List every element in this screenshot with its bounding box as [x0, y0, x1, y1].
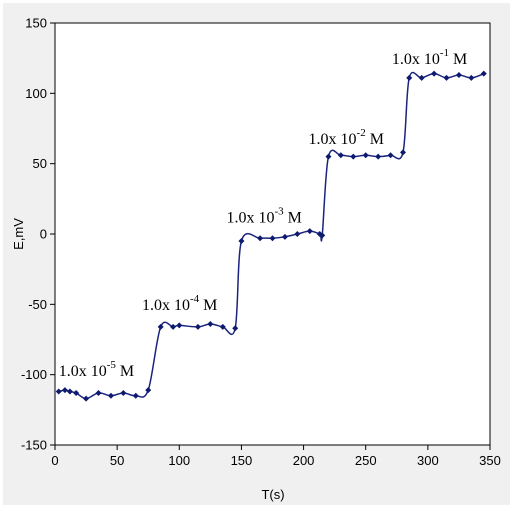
data-point [400, 149, 406, 156]
data-point [319, 232, 326, 239]
concentration-label: 1.0x 10-2 M [309, 127, 384, 148]
data-point [157, 323, 164, 330]
data-point [431, 70, 438, 77]
data-point [55, 388, 62, 395]
y-tick-label: -100 [21, 367, 47, 382]
data-point [207, 321, 214, 328]
x-tick-label: 350 [479, 453, 501, 468]
data-point [443, 74, 450, 81]
y-tick-label: 100 [25, 86, 47, 101]
data-point [83, 395, 90, 402]
y-tick-label: 150 [25, 16, 47, 31]
data-point [362, 152, 369, 159]
chart: -150 -100 -50 0 50 100 150 0 50 100 150 200 250 300 3… [11, 16, 501, 503]
data-point [325, 153, 332, 160]
data-point [455, 72, 462, 79]
data-point [350, 153, 357, 160]
data-point [107, 392, 114, 399]
x-axis-title: T(s) [261, 487, 284, 502]
y-axis-title: E,mV [11, 218, 26, 250]
data-point [66, 388, 73, 395]
data-point [145, 387, 152, 394]
concentration-label: 1.0x 10-3 M [227, 206, 302, 227]
data-point [480, 70, 487, 77]
data-point [468, 74, 475, 81]
x-tick-label: 200 [293, 453, 315, 468]
series-markers [55, 70, 487, 402]
data-point [238, 238, 245, 245]
concentration-label: 1.0x 10-4 M [142, 293, 217, 314]
x-tick-label: 0 [51, 453, 58, 468]
plot-area [54, 22, 491, 446]
y-tick-label: 0 [40, 227, 47, 242]
concentration-labels: 1.0x 10-5 M 1.0x 10-4 M 1.0x 10-3 M 1.0x 10-2 M… [59, 47, 467, 380]
x-tick-label: 300 [417, 453, 439, 468]
data-point [176, 322, 183, 329]
data-point [294, 231, 301, 237]
x-tick-label: 150 [231, 453, 253, 468]
data-point [95, 389, 102, 396]
data-point [61, 387, 68, 394]
data-point [219, 323, 226, 330]
y-tick-label: -50 [28, 297, 47, 312]
data-point [170, 323, 177, 330]
data-point [406, 74, 413, 81]
data-point [132, 392, 139, 399]
x-tick-label: 250 [355, 453, 377, 468]
data-point [337, 152, 344, 159]
data-point [257, 235, 264, 242]
data-point [194, 323, 201, 330]
data-point [281, 233, 288, 240]
data-point [375, 153, 382, 160]
x-tick-label: 100 [168, 453, 190, 468]
data-point [269, 235, 276, 242]
data-point [418, 74, 425, 81]
data-point [387, 152, 394, 159]
y-axis-ticks: -150 -100 -50 0 50 100 150 [21, 16, 55, 453]
y-tick-label: -150 [21, 438, 47, 453]
y-tick-label: 50 [33, 156, 47, 171]
data-point [120, 389, 127, 396]
x-axis-ticks: 0 50 100 150 200 250 300 350 [51, 445, 501, 468]
concentration-label: 1.0x 10-1 M [392, 47, 467, 68]
data-point [306, 228, 313, 235]
data-point [232, 325, 239, 332]
data-point [73, 389, 80, 396]
chart-frame: -150 -100 -50 0 50 100 150 0 50 100 150 200 250 300 3… [3, 3, 510, 505]
concentration-label: 1.0x 10-5 M [59, 359, 134, 380]
x-tick-label: 50 [110, 453, 124, 468]
